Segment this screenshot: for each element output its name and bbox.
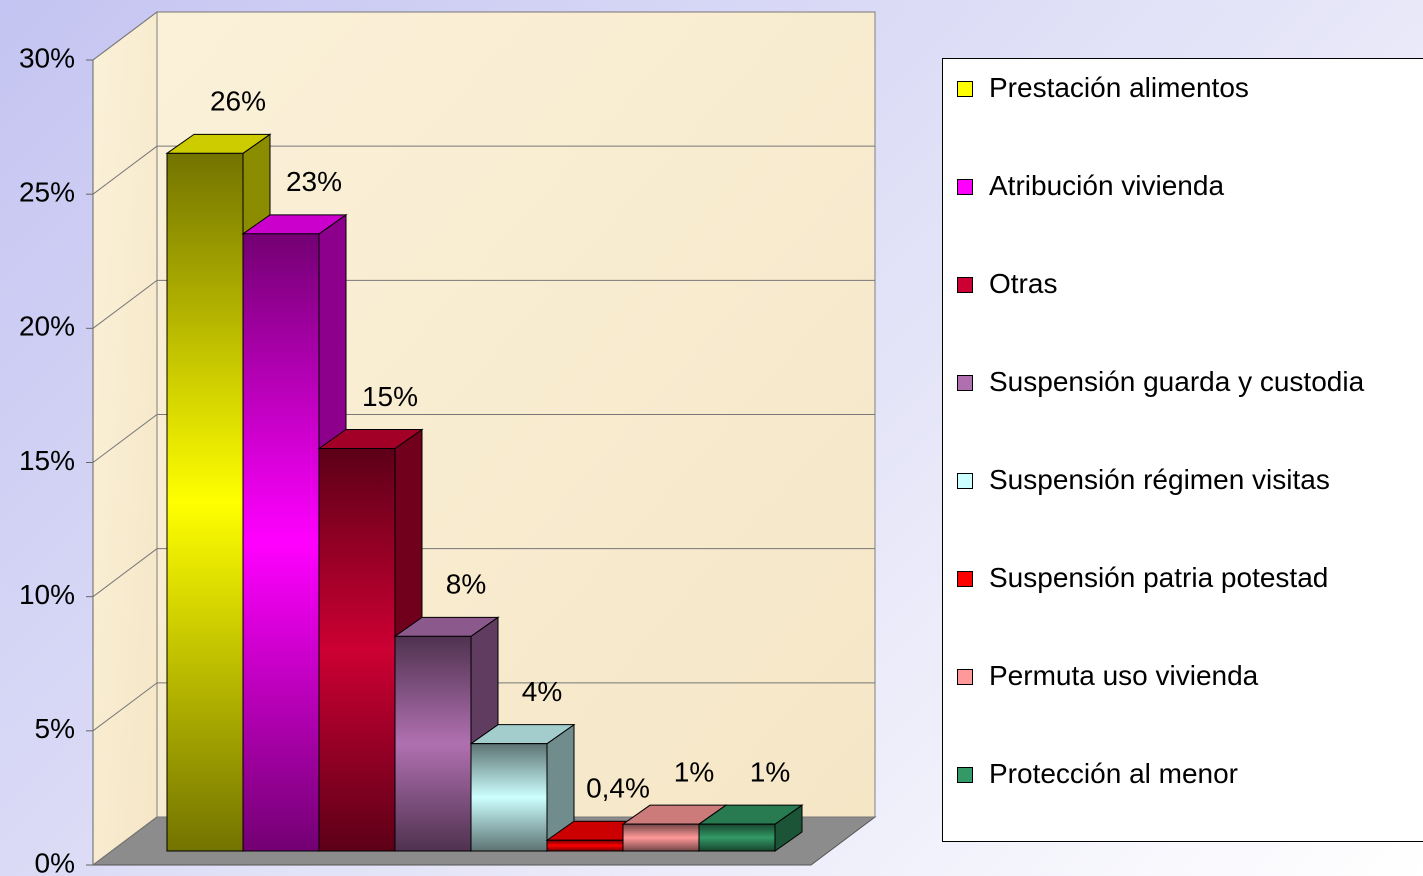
value-label: 1%: [674, 757, 714, 788]
y-tick-label: 10%: [19, 579, 75, 610]
value-label: 23%: [286, 166, 342, 197]
grid-line: [92, 145, 875, 195]
grid-line: [92, 279, 875, 329]
bar-shade: [699, 824, 775, 851]
grid-line: [92, 414, 875, 463]
bar-top-shade: [471, 724, 574, 744]
bar-top-shade: [319, 429, 422, 449]
bar-shade: [471, 743, 547, 851]
legend-swatch: [957, 473, 973, 489]
bar-top-shade: [167, 134, 270, 154]
legend-item: Permuta uso vivienda: [957, 657, 1409, 695]
bar-shade: [167, 153, 243, 852]
grid-line: [92, 548, 875, 598]
legend-swatch: [957, 277, 973, 293]
bar-top-shade: [699, 805, 802, 825]
value-label: 26%: [210, 86, 266, 117]
legend-item: Prestación alimentos: [957, 69, 1409, 107]
value-label: 1%: [750, 757, 790, 788]
bar-top-shade: [623, 805, 726, 825]
value-label: 4%: [522, 676, 562, 707]
legend-item: Atribución vivienda: [957, 167, 1409, 205]
y-tick-label: 0%: [35, 847, 75, 876]
legend-label: Protección al menor: [989, 758, 1239, 789]
bar-shade: [395, 636, 471, 851]
bar-shade: [623, 824, 699, 851]
legend-item: Otras: [957, 265, 1409, 303]
legend-item: Suspensión guarda y custodia: [957, 363, 1409, 401]
value-label: 0,4%: [586, 773, 650, 804]
legend-swatch: [957, 375, 973, 391]
grid-line: [92, 682, 875, 732]
bar-top-shade: [395, 617, 498, 637]
y-tick-label: 30%: [19, 42, 75, 73]
y-tick-label: 20%: [19, 311, 75, 342]
legend-swatch: [957, 179, 973, 195]
grid-line: [92, 11, 875, 61]
y-tick-label: 25%: [19, 177, 75, 208]
legend-item: Suspensión régimen visitas: [957, 461, 1409, 499]
legend-swatch: [957, 571, 973, 587]
legend-label: Permuta uso vivienda: [989, 660, 1259, 691]
legend-label: Prestación alimentos: [989, 72, 1249, 103]
bar-shade: [319, 448, 395, 851]
bar-top-shade: [243, 214, 346, 234]
legend-label: Atribución vivienda: [989, 170, 1225, 201]
legend-label: Otras: [989, 268, 1058, 299]
legend-swatch: [957, 767, 973, 783]
legend-item: Protección al menor: [957, 755, 1409, 793]
bar-side-shade: [547, 724, 574, 851]
bar-side-shade: [775, 805, 802, 851]
y-tick-label: 15%: [19, 445, 75, 476]
legend-label: Suspensión patria potestad: [989, 562, 1329, 593]
legend-swatch: [957, 81, 973, 97]
value-label: 8%: [446, 569, 486, 600]
chart: 0% 5% 10% 15% 20% 25% 30% 26% 23% 15% 8% 4% 0,4% 1% 1%: [19, 11, 877, 876]
bar-shade: [547, 840, 623, 851]
legend-item: Suspensión patria potestad: [957, 559, 1409, 597]
value-label: 15%: [362, 381, 418, 412]
legend-label: Suspensión guarda y custodia: [989, 366, 1365, 397]
legend: Prestación alimentos Atribución vivienda O…: [942, 58, 1423, 842]
bar-shade: [243, 233, 319, 852]
legend-label: Suspensión régimen visitas: [989, 464, 1330, 495]
y-tick-label: 5%: [35, 713, 75, 744]
legend-swatch: [957, 669, 973, 685]
